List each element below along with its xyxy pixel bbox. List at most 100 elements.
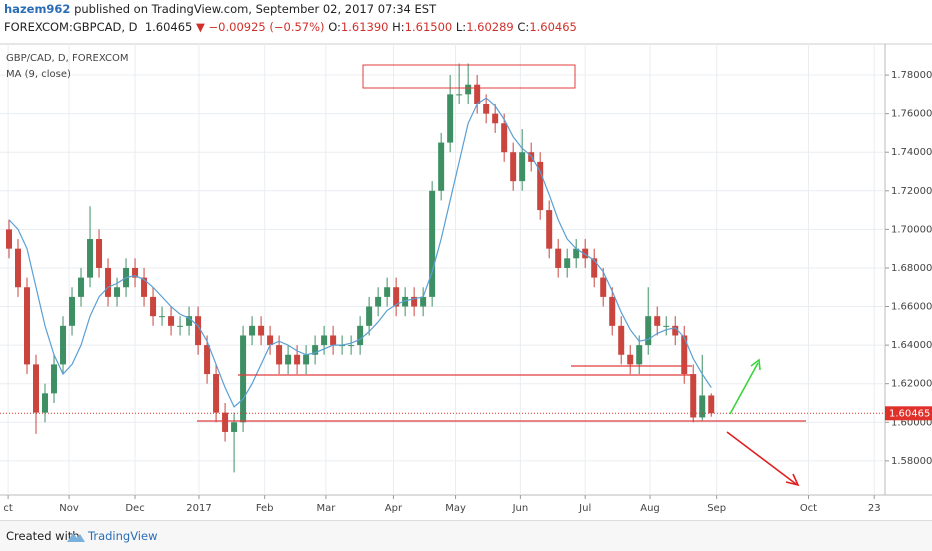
ma-line (8, 97, 712, 408)
candle-body (258, 325, 265, 336)
candle-body (168, 316, 175, 326)
candle-body (681, 335, 688, 375)
candle-body (132, 267, 139, 278)
footer: Created with TradingView (0, 520, 932, 551)
published: published on TradingView.com, September … (74, 2, 437, 16)
ohlc-l: L: (455, 20, 467, 34)
ohlc-h: H: (392, 20, 405, 34)
y-tick-label: 1.58000 (891, 456, 932, 467)
candle-body (96, 239, 103, 268)
arrow-up-head (750, 358, 761, 371)
y-tick-label: 1.60000 (891, 417, 932, 428)
candle-body (213, 374, 220, 413)
y-tick-label: 1.66000 (891, 302, 932, 313)
y-tick-label: 1.62000 (891, 379, 932, 390)
candle-body (564, 258, 571, 268)
candle-body (186, 316, 193, 326)
candle-body (591, 258, 598, 278)
x-tick-label: May (445, 503, 466, 514)
x-tick-label: Oct (800, 503, 817, 514)
candle-body (627, 354, 634, 365)
candle-body (465, 84, 472, 95)
candle-body (276, 345, 283, 365)
candle-body (231, 422, 238, 432)
candle-body (672, 325, 679, 336)
candle-body (330, 335, 337, 346)
candle-body (636, 345, 643, 365)
candle-body (366, 306, 373, 326)
candle-body (573, 248, 580, 259)
candle-body (357, 325, 364, 346)
candle-body (546, 210, 553, 249)
ohlc-o-value: 1.61390 (340, 20, 389, 34)
symbol: FOREXCOM:GBPCAD, D (4, 20, 138, 34)
candle-body (438, 142, 445, 191)
candle-body (474, 84, 481, 104)
x-tick-label: ct (3, 503, 12, 514)
candle-body (105, 267, 112, 297)
ohlc-o: O: (328, 20, 341, 34)
candle-body (294, 354, 301, 365)
candle-body (420, 296, 427, 307)
candle-body (663, 325, 670, 327)
quote-line: FOREXCOM:GBPCAD, D 1.60465 ▼ −0.00925 (−… (4, 20, 577, 34)
candle-body (249, 325, 256, 336)
x-tick-label: 23 (868, 503, 881, 514)
x-tick-label: Nov (59, 503, 79, 514)
candle-body (321, 335, 328, 346)
candle-body (411, 296, 418, 307)
candle-body (222, 412, 229, 432)
candle-body (501, 123, 508, 153)
y-tick-label: 1.70000 (891, 224, 932, 235)
candle-body (267, 335, 274, 346)
x-tick-label: Dec (125, 503, 144, 514)
candle-body (114, 287, 121, 297)
candle-body (348, 345, 355, 347)
candle-body (492, 113, 499, 124)
candle-body (654, 316, 661, 326)
candle-body (393, 287, 400, 307)
candle-body (600, 277, 607, 297)
x-tick-label: Jul (578, 503, 591, 514)
x-tick-label: Aug (640, 503, 660, 514)
candle-body (537, 161, 544, 211)
candle-body (582, 248, 589, 259)
publish-line: hazem962 published on TradingView.com, S… (4, 2, 436, 16)
y-tick-label: 1.68000 (891, 263, 932, 274)
x-tick-label: 2017 (186, 503, 211, 514)
candle-body (141, 277, 148, 297)
candle-body (510, 152, 517, 182)
candle-body (78, 277, 85, 297)
candle-body (51, 364, 58, 394)
x-tick-label: Sep (707, 503, 726, 514)
arrow-down (726, 431, 797, 485)
legend-ma: MA (9, close) (6, 69, 71, 80)
candle-body (483, 103, 490, 114)
candle-body (33, 364, 40, 413)
author: hazem962 (4, 2, 71, 16)
candle-body (69, 296, 76, 326)
chart: GBP/CAD, D, FOREXCOM MA (9, close) 1.580… (0, 43, 932, 514)
y-tick-label: 1.76000 (891, 109, 932, 120)
candle-body (6, 229, 13, 249)
last-price-tag (885, 406, 932, 421)
candle-body (87, 239, 94, 278)
y-tick-label: 1.72000 (891, 186, 932, 197)
logo (67, 533, 85, 542)
candle-body (150, 296, 157, 317)
arrow-down-head (785, 473, 800, 487)
plot (0, 44, 885, 495)
candle-body (60, 325, 67, 365)
y-tick-label: 1.64000 (891, 340, 932, 351)
candle-body (15, 248, 22, 288)
candle-body (618, 325, 625, 355)
y-tick-label: 1.74000 (891, 147, 932, 158)
arrow-up (729, 362, 759, 415)
x-tick-label: Jun (512, 503, 529, 514)
candle-body (384, 287, 391, 297)
candle-body (456, 94, 463, 96)
created-with: Created with (6, 529, 80, 543)
candle-body (312, 345, 319, 355)
change: ▼ −0.00925 (−0.57%) (196, 20, 325, 34)
